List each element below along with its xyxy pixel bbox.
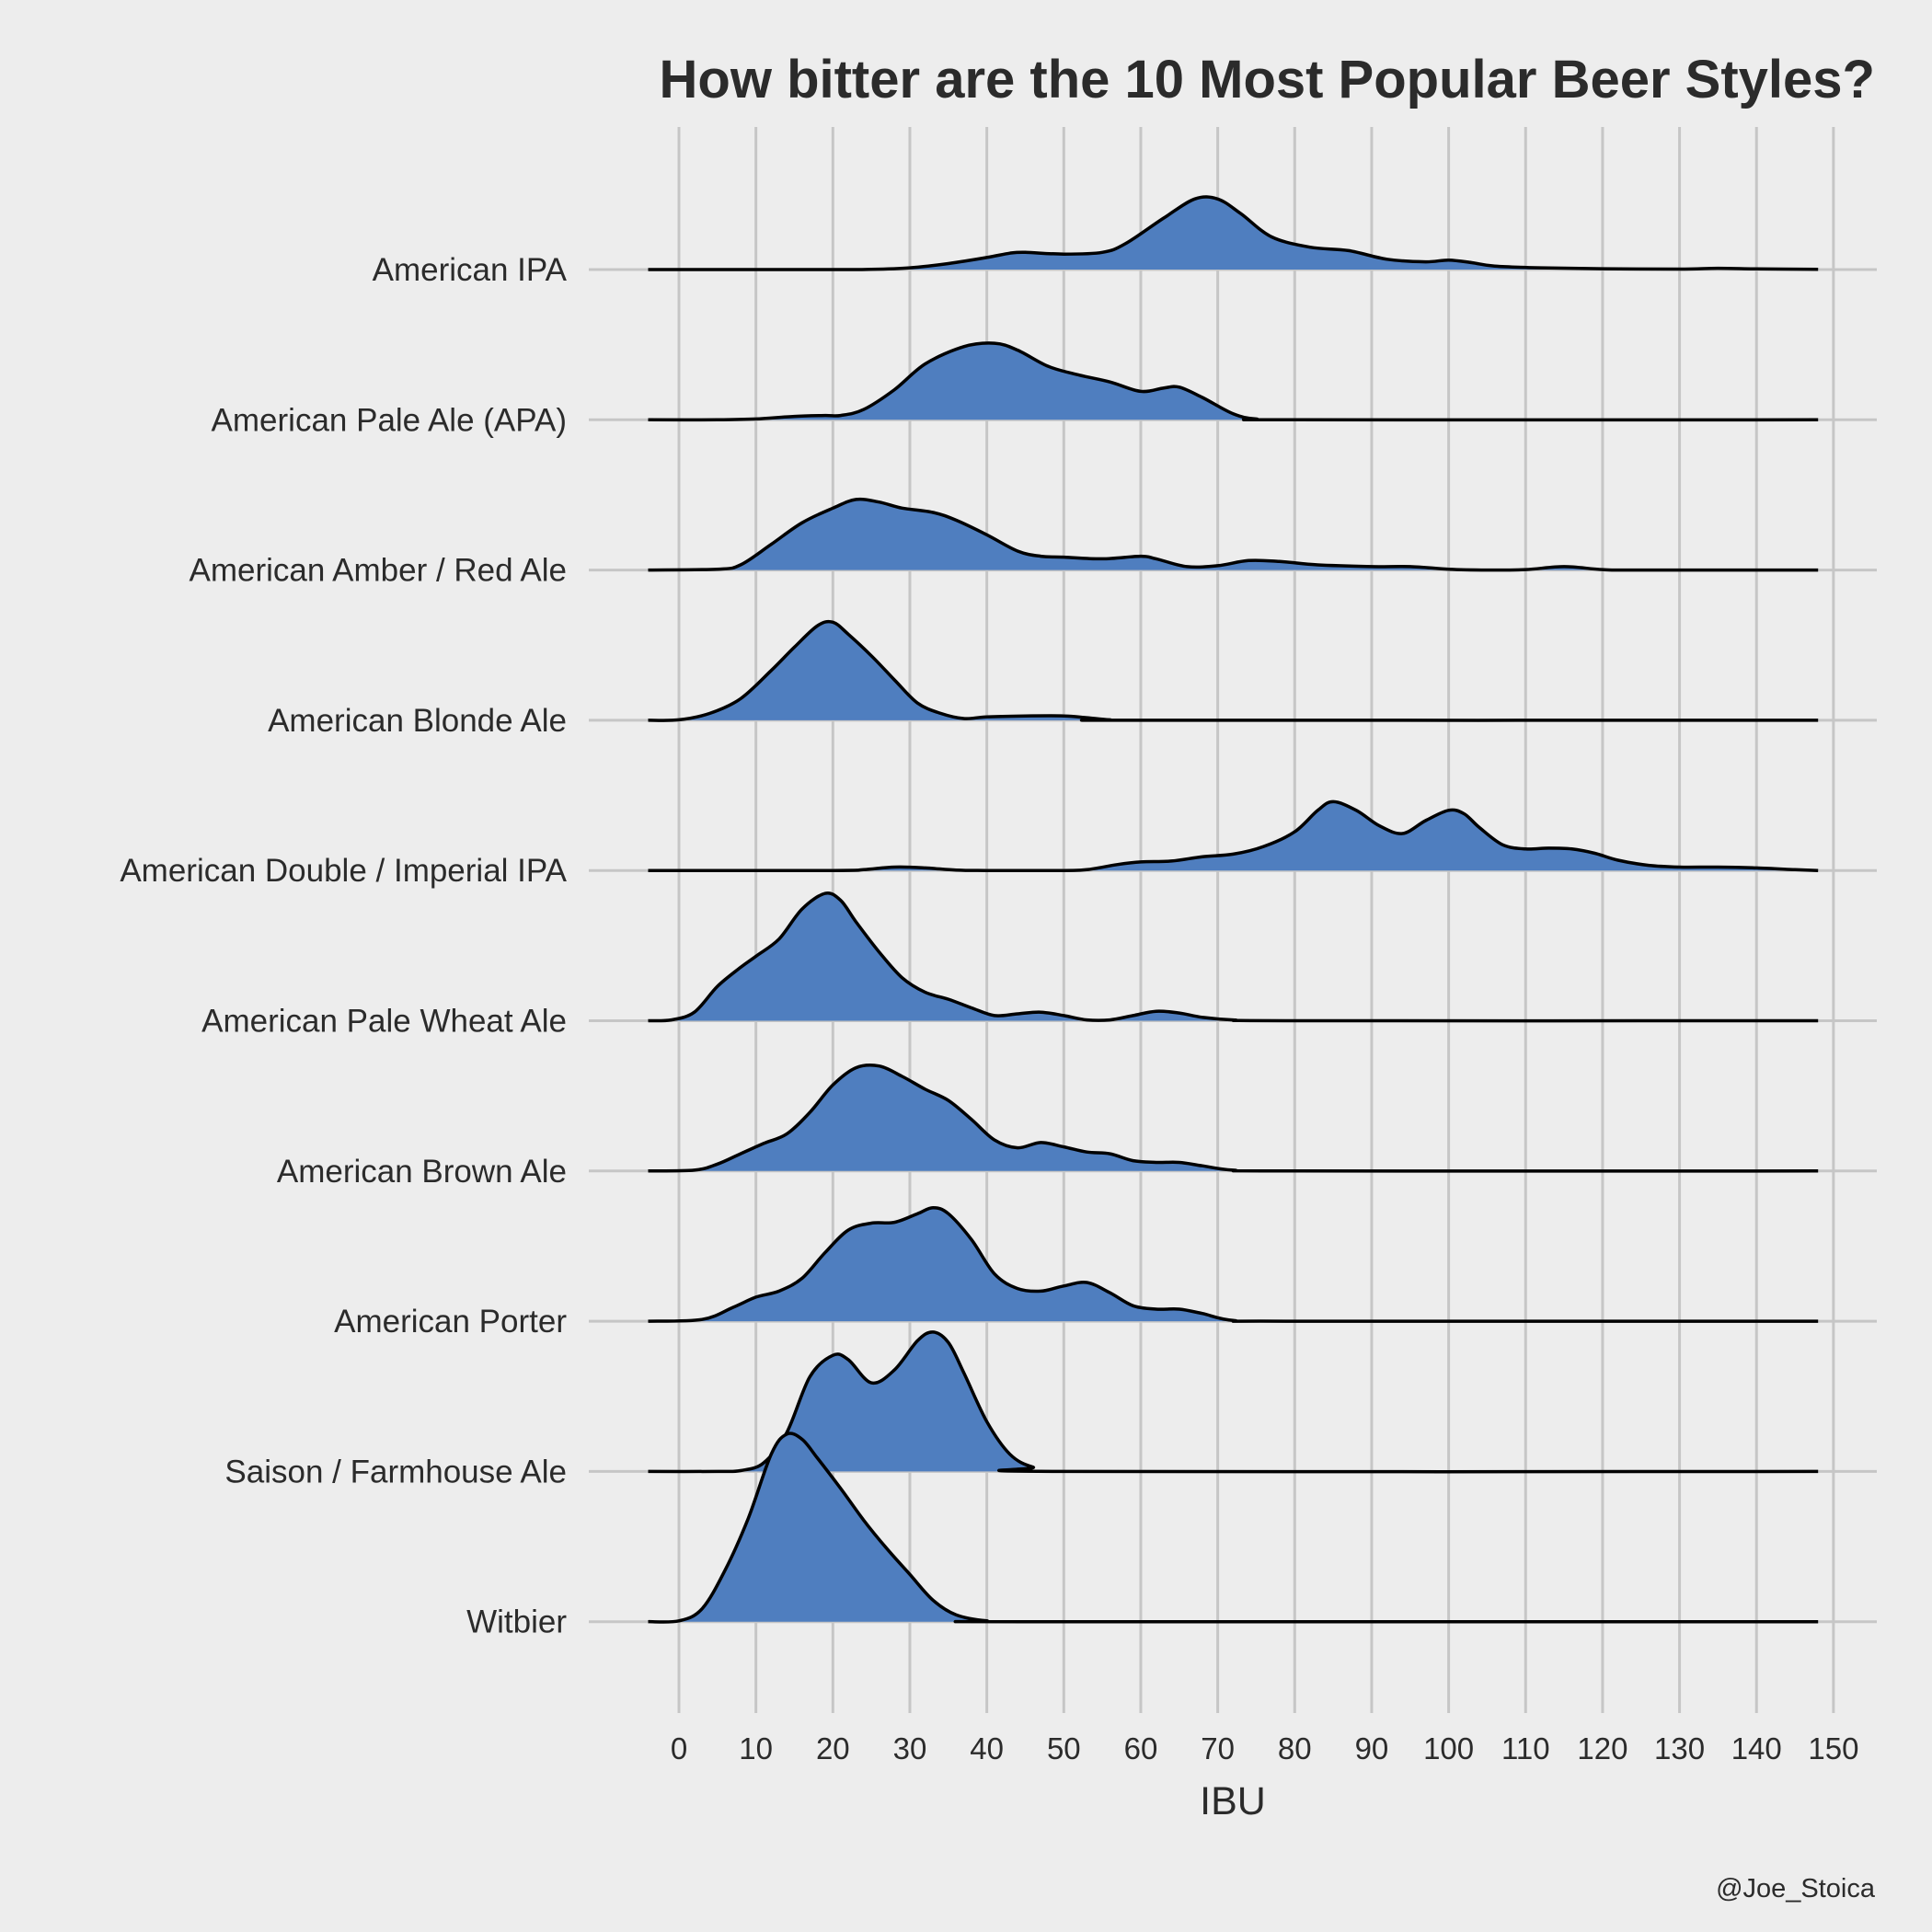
y-axis-labels: American IPA American Pale Ale (APA) Ameri… bbox=[120, 252, 567, 1640]
x-tick-label: 40 bbox=[970, 1731, 1004, 1765]
ridge-area bbox=[648, 1207, 1819, 1322]
ridge-american-pale-ale-apa bbox=[648, 341, 1819, 422]
ridge-american-ipa bbox=[648, 195, 1819, 271]
ridge-american-pale-wheat-ale bbox=[648, 891, 1819, 1023]
ridge-witbier bbox=[648, 1432, 1819, 1624]
x-tick-label: 80 bbox=[1278, 1731, 1312, 1765]
x-tick-label: 90 bbox=[1355, 1731, 1389, 1765]
y-label-american-pale-wheat-ale: American Pale Wheat Ale bbox=[201, 1004, 567, 1040]
ridge-area bbox=[648, 801, 1819, 871]
ridge-area bbox=[648, 1064, 1819, 1171]
y-label-american-ipa: American IPA bbox=[373, 252, 568, 288]
y-label-american-pale-ale-apa: American Pale Ale (APA) bbox=[212, 402, 567, 438]
ridge-outline bbox=[648, 619, 1819, 722]
ridge-american-amber-red-ale bbox=[648, 497, 1819, 572]
ridge-american-porter bbox=[648, 1205, 1819, 1323]
chart-title: How bitter are the 10 Most Popular Beer … bbox=[660, 50, 1875, 109]
x-tick-label: 60 bbox=[1124, 1731, 1158, 1765]
ridge-outline bbox=[648, 891, 1819, 1023]
caption: @Joe_Stoica bbox=[1716, 1874, 1876, 1903]
ridge-outline bbox=[648, 1205, 1819, 1323]
x-tick-label: 10 bbox=[739, 1731, 773, 1765]
ridge-area bbox=[648, 892, 1819, 1021]
x-axis-label: IBU bbox=[1200, 1779, 1266, 1823]
y-label-saison-farmhouse-ale: Saison / Farmhouse Ale bbox=[224, 1454, 567, 1489]
x-tick-label: 110 bbox=[1501, 1731, 1550, 1765]
x-tick-label: 0 bbox=[671, 1731, 687, 1765]
x-tick-label: 70 bbox=[1201, 1731, 1235, 1765]
x-tick-label: 120 bbox=[1577, 1731, 1627, 1765]
ridge-outline bbox=[648, 497, 1819, 572]
x-axis-ticks: 0 10 20 30 40 50 60 70 80 90 100 110 120 130 140 150 bbox=[671, 1731, 1859, 1765]
x-tick-label: 100 bbox=[1423, 1731, 1474, 1765]
y-label-american-porter: American Porter bbox=[334, 1304, 567, 1340]
ridge-area bbox=[648, 499, 1819, 570]
x-tick-label: 50 bbox=[1047, 1731, 1081, 1765]
y-label-american-amber-red-ale: American Amber / Red Ale bbox=[190, 553, 567, 589]
x-tick-label: 150 bbox=[1808, 1731, 1858, 1765]
x-tick-label: 130 bbox=[1654, 1731, 1705, 1765]
y-label-american-double-imperial-ipa: American Double / Imperial IPA bbox=[120, 853, 567, 889]
ridges bbox=[648, 195, 1819, 1624]
ridge-american-double-imperial-ipa bbox=[648, 799, 1819, 873]
y-label-witbier: Witbier bbox=[466, 1604, 567, 1640]
x-tick-label: 20 bbox=[816, 1731, 850, 1765]
y-label-american-blonde-ale: American Blonde Ale bbox=[268, 703, 567, 739]
ridge-american-blonde-ale bbox=[648, 619, 1819, 722]
ridge-area bbox=[648, 1433, 1819, 1623]
ridge-outline bbox=[648, 195, 1819, 271]
ridge-area bbox=[648, 342, 1819, 420]
x-tick-label: 140 bbox=[1731, 1731, 1782, 1765]
ridge-outline bbox=[648, 1432, 1819, 1624]
ridge-area bbox=[648, 1331, 1819, 1472]
ridge-saison-farmhouse-ale bbox=[648, 1330, 1819, 1474]
y-label-american-brown-ale: American Brown Ale bbox=[277, 1154, 567, 1190]
ridge-area bbox=[648, 197, 1819, 270]
ridge-area bbox=[648, 621, 1819, 721]
ridge-outline bbox=[648, 341, 1819, 422]
x-tick-label: 30 bbox=[893, 1731, 927, 1765]
ridge-american-brown-ale bbox=[648, 1063, 1819, 1173]
ridge-outline bbox=[648, 1063, 1819, 1173]
ridge-outline bbox=[648, 799, 1819, 873]
